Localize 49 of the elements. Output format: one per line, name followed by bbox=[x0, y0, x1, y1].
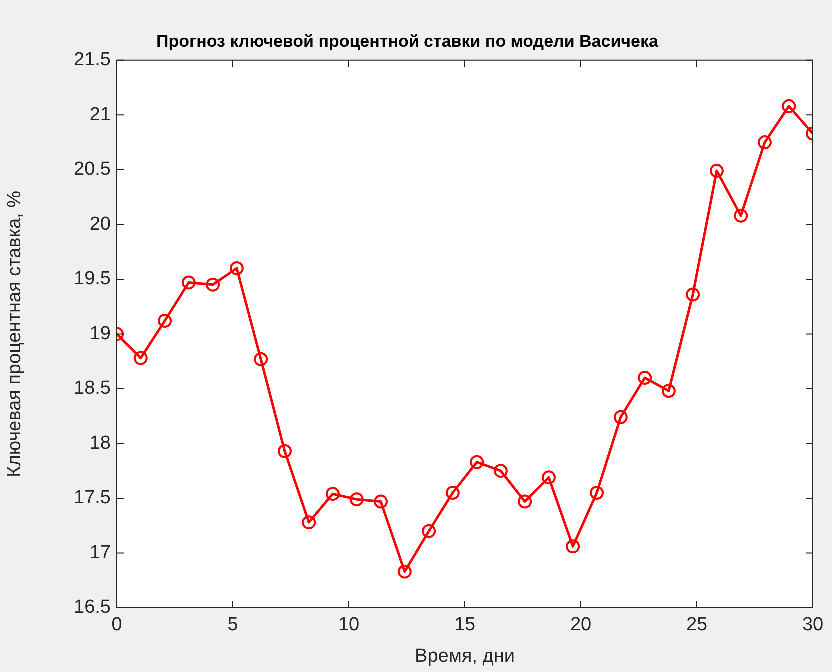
point bbox=[662, 384, 676, 398]
point bbox=[302, 516, 316, 530]
point bbox=[518, 494, 532, 509]
x-tick-label: 25 bbox=[686, 614, 708, 636]
point bbox=[614, 410, 628, 424]
x-tick-label: 0 bbox=[112, 614, 122, 636]
point bbox=[134, 351, 148, 366]
x-axis-title: Время, дни bbox=[415, 646, 515, 667]
y-tick-label: 18.5 bbox=[74, 378, 111, 400]
point bbox=[758, 136, 772, 150]
point bbox=[422, 524, 436, 538]
y-tick-label: 17 bbox=[90, 542, 111, 564]
x-tick-label: 5 bbox=[228, 614, 238, 636]
y-tick-label: 20 bbox=[90, 214, 111, 235]
chart-title: Прогноз ключевой процентной ставки по модели Васичека bbox=[156, 32, 659, 51]
point bbox=[710, 164, 724, 178]
point bbox=[374, 494, 388, 509]
point bbox=[446, 486, 460, 500]
point bbox=[470, 455, 484, 470]
y-tick-label: 19.5 bbox=[74, 268, 111, 290]
x-tick-label: 30 bbox=[802, 614, 824, 636]
x-tick-label: 10 bbox=[338, 614, 360, 636]
y-tick-label: 17.5 bbox=[74, 488, 111, 509]
point bbox=[566, 540, 580, 554]
point bbox=[230, 261, 244, 276]
point bbox=[494, 464, 508, 478]
point bbox=[182, 276, 196, 290]
y-tick-label: 19 bbox=[90, 323, 111, 344]
y-tick-label: 21.5 bbox=[74, 50, 111, 71]
y-tick-label: 20.5 bbox=[74, 159, 111, 180]
point bbox=[398, 564, 412, 579]
point bbox=[350, 492, 364, 507]
x-tick-label: 15 bbox=[454, 614, 476, 636]
point bbox=[278, 444, 292, 458]
point bbox=[734, 208, 748, 223]
point bbox=[254, 352, 268, 366]
x-tick-label: 20 bbox=[570, 614, 592, 636]
point bbox=[686, 288, 700, 302]
point bbox=[542, 470, 556, 485]
point bbox=[158, 314, 172, 328]
y-tick-label: 16.5 bbox=[74, 597, 111, 618]
y-tick-label: 18 bbox=[90, 432, 111, 454]
y-tick-label: 21 bbox=[90, 104, 111, 126]
point bbox=[782, 99, 796, 114]
point bbox=[638, 371, 652, 386]
point bbox=[206, 278, 220, 292]
y-axis-title: Ключевая процентная ставка, % bbox=[4, 190, 26, 478]
point bbox=[590, 486, 604, 500]
point bbox=[326, 487, 340, 502]
